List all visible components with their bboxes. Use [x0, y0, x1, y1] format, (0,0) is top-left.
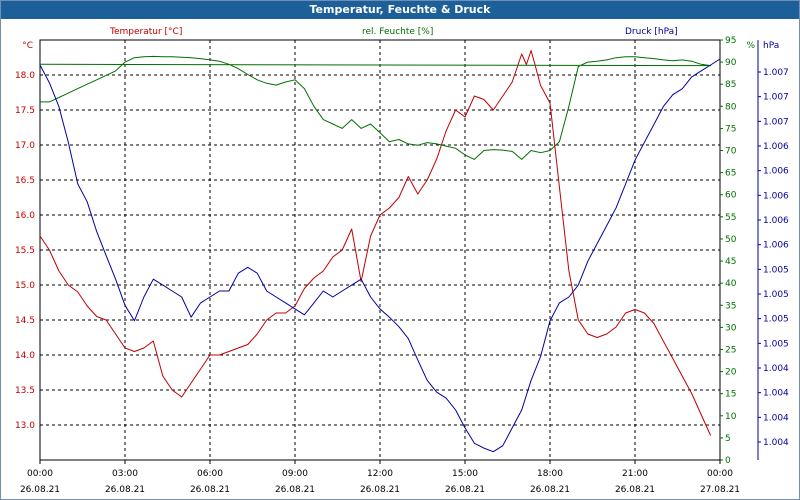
- pressure-tick-label: 1.007: [763, 93, 789, 103]
- x-tick-date: 26.08.21: [20, 485, 60, 495]
- humidity-tick-label: 20: [725, 368, 737, 378]
- x-tick-date: 27.08.21: [700, 485, 740, 495]
- x-tick-date: 26.08.21: [530, 485, 570, 495]
- humidity-tick-label: 65: [725, 169, 736, 179]
- x-tick-date: 26.08.21: [275, 485, 315, 495]
- humidity-tick-label: 50: [725, 235, 737, 245]
- series-lines: [39, 50, 721, 453]
- temperature-unit: °C: [22, 41, 33, 51]
- pressure-line: [39, 58, 721, 453]
- temperature-tick-label: 16.5: [15, 176, 35, 186]
- pressure-tick-label: 1.004: [763, 438, 789, 448]
- temperature-tick-label: 15.5: [15, 246, 35, 256]
- humidity-tick-label: 95: [725, 36, 736, 46]
- humidity-tick-label: 15: [725, 390, 736, 400]
- x-tick-time: 09:00: [282, 469, 308, 479]
- humidity-tick-label: 25: [725, 345, 736, 355]
- x-tick-date: 26.08.21: [360, 485, 400, 495]
- humidity-tick-label: 10: [725, 412, 737, 422]
- temperature-tick-label: 15.0: [15, 281, 35, 291]
- humidity-tick-label: 45: [725, 257, 736, 267]
- humidity-tick-label: 35: [725, 301, 736, 311]
- x-tick-time: 00:00: [707, 469, 733, 479]
- temperature-tick-label: 17.5: [15, 106, 35, 116]
- pressure-tick-label: 1.004: [763, 364, 789, 374]
- x-tick-time: 21:00: [622, 469, 648, 479]
- time-axis: 00:00 26.08.21 03:00 26.08.21 06:00 26.08.21 0…: [20, 460, 740, 495]
- pressure-tick-label: 1.006: [763, 167, 789, 177]
- pressure-tick-label: 1.006: [763, 216, 789, 226]
- temperature-tick-label: 13.0: [15, 421, 35, 431]
- pressure-tick-label: 1.007: [763, 68, 789, 78]
- legend-pressure: Druck [hPa]: [625, 27, 678, 37]
- pressure-tick-label: 1.005: [763, 265, 789, 275]
- pressure-tick-label: 1.004: [763, 413, 789, 423]
- temperature-line: [39, 50, 712, 436]
- pressure-tick-label: 1.004: [763, 389, 789, 399]
- humidity-tick-label: 5: [725, 434, 731, 444]
- legend-humidity: rel. Feuchte [%]: [362, 27, 433, 37]
- humidity-line: [39, 55, 712, 160]
- humidity-tick-label: 75: [725, 124, 736, 134]
- x-tick-time: 00:00: [27, 469, 53, 479]
- temperature-tick-label: 14.0: [15, 351, 35, 361]
- humidity-tick-label: 60: [725, 191, 737, 201]
- x-tick-time: 03:00: [112, 469, 138, 479]
- humidity-tick-label: 40: [725, 279, 737, 289]
- x-tick-time: 18:00: [537, 469, 563, 479]
- x-tick-time: 12:00: [367, 469, 393, 479]
- humidity-unit: %: [746, 41, 755, 51]
- x-tick-date: 26.08.21: [190, 485, 230, 495]
- humidity-tick-label: 30: [725, 323, 737, 333]
- pressure-unit: hPa: [763, 41, 779, 51]
- temperature-tick-label: 16.0: [15, 211, 35, 221]
- pressure-tick-label: 1.006: [763, 142, 789, 152]
- pressure-axis: hPa 1.007 1.007 1.007 1.006 1.006 1.006 1.006 1…: [757, 40, 789, 460]
- temperature-tick-label: 13.5: [15, 386, 35, 396]
- pressure-tick-label: 1.005: [763, 315, 789, 325]
- temperature-axis: °C 18.0 17.5 17.0 16.5 16.0 15.5 15.0 14.5 14.0 1…: [15, 41, 35, 431]
- humidity-tick-label: 85: [725, 80, 736, 90]
- legend-temperature: Temperatur [°C]: [109, 27, 182, 37]
- humidity-tick-label: 80: [725, 102, 737, 112]
- pressure-tick-label: 1.006: [763, 241, 789, 251]
- humidity-tick-label: 55: [725, 213, 736, 223]
- humidity-tick-label: 0: [725, 456, 731, 466]
- x-tick-date: 26.08.21: [615, 485, 655, 495]
- pressure-tick-label: 1.006: [763, 191, 789, 201]
- x-tick-date: 26.08.21: [105, 485, 145, 495]
- x-tick-time: 15:00: [452, 469, 478, 479]
- temperature-tick-label: 18.0: [15, 71, 35, 81]
- x-tick-date: 26.08.21: [445, 485, 485, 495]
- legend: Temperatur [°C] rel. Feuchte [%] Druck […: [109, 27, 678, 37]
- humidity-tick-label: 70: [725, 147, 737, 157]
- window-title: Temperatur, Feuchte & Druck: [1, 1, 799, 19]
- temperature-tick-label: 14.5: [15, 316, 35, 326]
- humidity-tick-label: 90: [725, 58, 737, 68]
- temperature-tick-label: 17.0: [15, 141, 35, 151]
- pressure-tick-label: 1.007: [763, 117, 789, 127]
- grid: [40, 40, 720, 460]
- x-tick-time: 06:00: [197, 469, 223, 479]
- pressure-tick-label: 1.005: [763, 339, 789, 349]
- pressure-tick-label: 1.005: [763, 290, 789, 300]
